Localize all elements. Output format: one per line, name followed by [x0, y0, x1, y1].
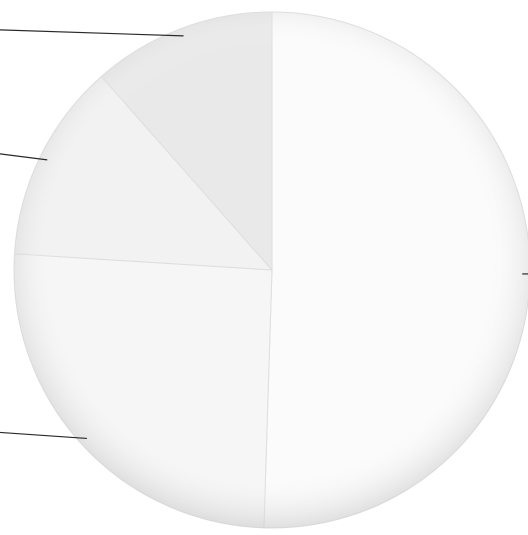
pie-slice-1	[263, 11, 528, 529]
pie-slices	[13, 11, 528, 529]
leader-line-3	[0, 431, 87, 440]
pie-slice-2	[13, 253, 273, 529]
pie-leader-lines	[0, 29, 528, 440]
leader-line-2	[0, 153, 48, 161]
leader-line-1	[0, 29, 184, 37]
